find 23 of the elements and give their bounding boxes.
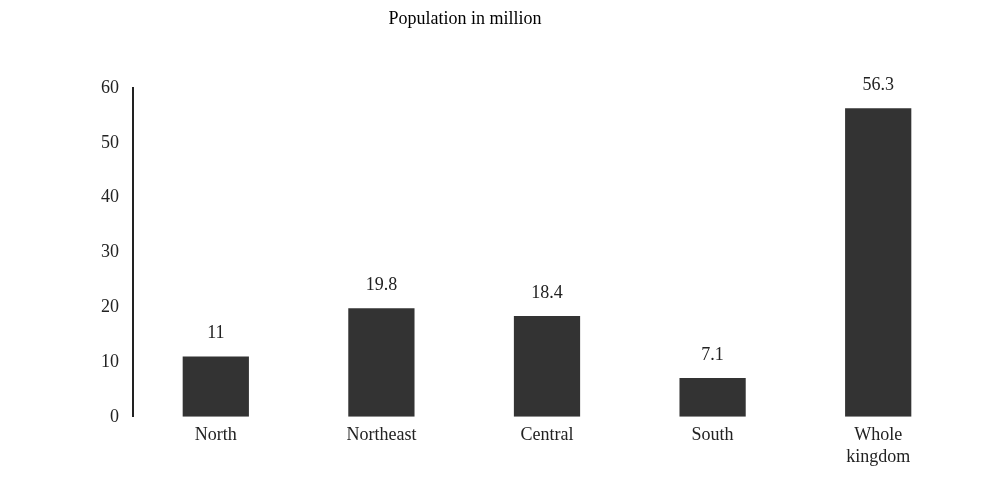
data-label: 11 (207, 322, 225, 343)
x-tick-label: South (691, 424, 734, 445)
y-tick-label: 50 (101, 131, 119, 152)
bar (679, 377, 746, 417)
x-tick-label: Whole kingdom (846, 424, 911, 466)
bar (348, 308, 415, 417)
bar (513, 315, 581, 417)
y-tick-label: 20 (101, 295, 119, 316)
y-tick-label: 40 (101, 186, 119, 207)
data-label: 18.4 (531, 281, 563, 302)
x-tick-label: North (194, 424, 237, 445)
y-tick-label: 30 (101, 241, 119, 262)
y-tick-label: 60 (101, 76, 119, 97)
data-label: 56.3 (862, 74, 894, 95)
data-label: 7.1 (701, 343, 724, 364)
x-tick-label: Central (520, 424, 574, 445)
chart-title: Population in million (387, 8, 543, 29)
bar (845, 108, 912, 417)
data-label: 19.8 (365, 274, 398, 295)
y-tick-label: 0 (110, 405, 119, 426)
bar (182, 356, 249, 417)
x-tick-label: Northeast (346, 424, 417, 445)
y-tick-label: 10 (101, 350, 119, 371)
